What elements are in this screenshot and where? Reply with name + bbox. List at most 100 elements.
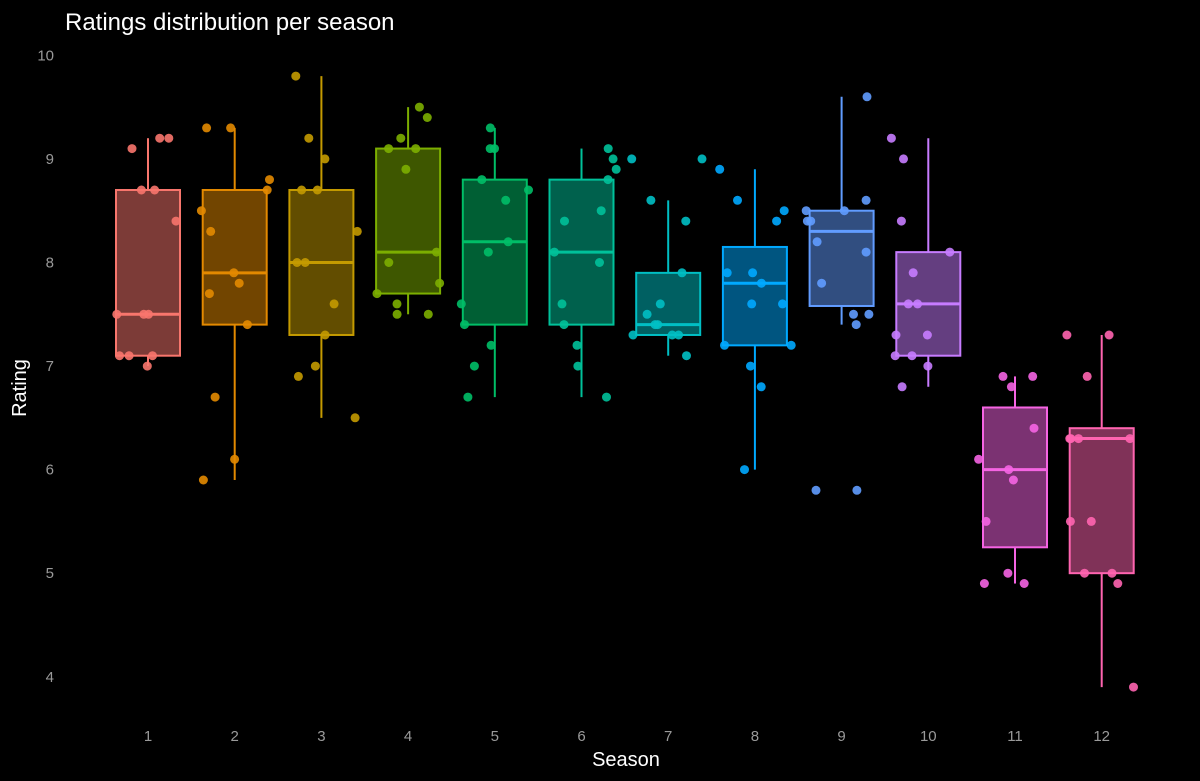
x-tick-label: 11: [1007, 728, 1023, 745]
data-point: [974, 454, 984, 464]
data-point: [485, 123, 495, 133]
data-point: [1074, 434, 1083, 444]
data-point: [1107, 568, 1117, 578]
data-point: [851, 320, 861, 330]
points-season-5: [456, 123, 533, 402]
box-season-7: [635, 200, 702, 356]
data-point: [210, 392, 220, 402]
data-point: [801, 206, 811, 216]
data-point: [456, 299, 466, 309]
data-point: [198, 475, 208, 485]
data-point: [907, 351, 917, 361]
data-point: [817, 278, 827, 288]
box-body: [461, 178, 528, 326]
data-point: [778, 299, 787, 309]
data-point: [204, 289, 214, 299]
data-point: [861, 247, 871, 257]
data-point: [903, 299, 913, 309]
data-point: [786, 340, 796, 350]
data-point: [715, 164, 725, 174]
box-season-10: [895, 138, 962, 387]
x-tick-label: 2: [231, 728, 239, 745]
data-point: [899, 154, 908, 164]
data-point: [127, 144, 137, 154]
chart-title: Ratings distribution per season: [65, 9, 395, 36]
points-season-2: [196, 123, 274, 485]
data-point: [756, 382, 766, 392]
y-tick-label: 10: [37, 47, 54, 64]
data-point: [1028, 371, 1038, 381]
x-tick-label: 8: [751, 728, 759, 745]
data-point: [890, 351, 900, 361]
data-point: [603, 144, 613, 154]
x-tick-label: 12: [1093, 728, 1110, 745]
box-season-12: [1068, 334, 1135, 688]
data-point: [864, 309, 874, 319]
data-point: [1004, 465, 1014, 475]
data-point: [627, 154, 637, 164]
data-point: [746, 361, 755, 371]
data-point: [297, 185, 307, 195]
data-point: [229, 268, 239, 278]
data-point: [998, 371, 1008, 381]
data-point: [392, 309, 402, 319]
data-point: [392, 299, 402, 309]
data-point: [560, 216, 569, 226]
points-season-6: [549, 144, 621, 402]
data-point: [1062, 330, 1072, 340]
x-tick-label: 4: [404, 728, 412, 745]
y-axis-ticks: 4 5 6 7 8 9 10: [37, 47, 54, 685]
data-point: [642, 309, 652, 319]
box-season-8: [721, 169, 788, 470]
data-point: [352, 226, 362, 236]
data-point: [611, 164, 621, 174]
data-point: [124, 351, 134, 361]
data-point: [908, 268, 918, 278]
data-point: [602, 392, 611, 402]
data-point: [115, 351, 124, 361]
data-point: [747, 299, 757, 309]
box-body: [721, 245, 788, 347]
x-axis-ticks: 1 2 3 4 5 6 7 8 9 10 11 12: [144, 728, 1110, 745]
data-point: [1104, 330, 1114, 340]
data-point: [320, 154, 330, 164]
data-point: [733, 195, 742, 205]
box-season-5: [461, 127, 528, 398]
box-season-1: [115, 138, 181, 367]
data-point: [477, 175, 487, 185]
data-point: [722, 268, 732, 278]
data-point: [293, 371, 303, 381]
data-point: [396, 133, 406, 143]
data-point: [155, 133, 165, 143]
data-point: [265, 175, 274, 185]
y-axis-title: Rating: [9, 359, 31, 417]
x-tick-label: 6: [577, 728, 585, 745]
data-point: [922, 330, 932, 340]
data-point: [923, 361, 933, 371]
box-season-2: [201, 127, 268, 480]
data-point: [839, 206, 849, 216]
data-point: [572, 340, 582, 350]
data-point: [1125, 434, 1135, 444]
data-point: [300, 258, 310, 267]
data-point: [886, 133, 896, 143]
data-point: [608, 154, 618, 164]
points-season-1: [112, 133, 181, 371]
points-season-12: [1062, 330, 1138, 692]
data-point: [896, 216, 906, 226]
data-point: [862, 92, 872, 102]
plot-area: [112, 71, 1138, 692]
data-point: [329, 299, 339, 309]
data-point: [350, 413, 360, 423]
points-season-11: [974, 371, 1039, 588]
y-tick-label: 5: [46, 565, 54, 582]
data-point: [226, 123, 236, 133]
y-tick-label: 6: [46, 462, 54, 479]
data-point: [677, 268, 687, 278]
data-point: [490, 144, 499, 154]
box-body: [115, 188, 181, 357]
data-point: [779, 206, 789, 216]
data-point: [312, 185, 322, 195]
data-point: [979, 579, 989, 588]
